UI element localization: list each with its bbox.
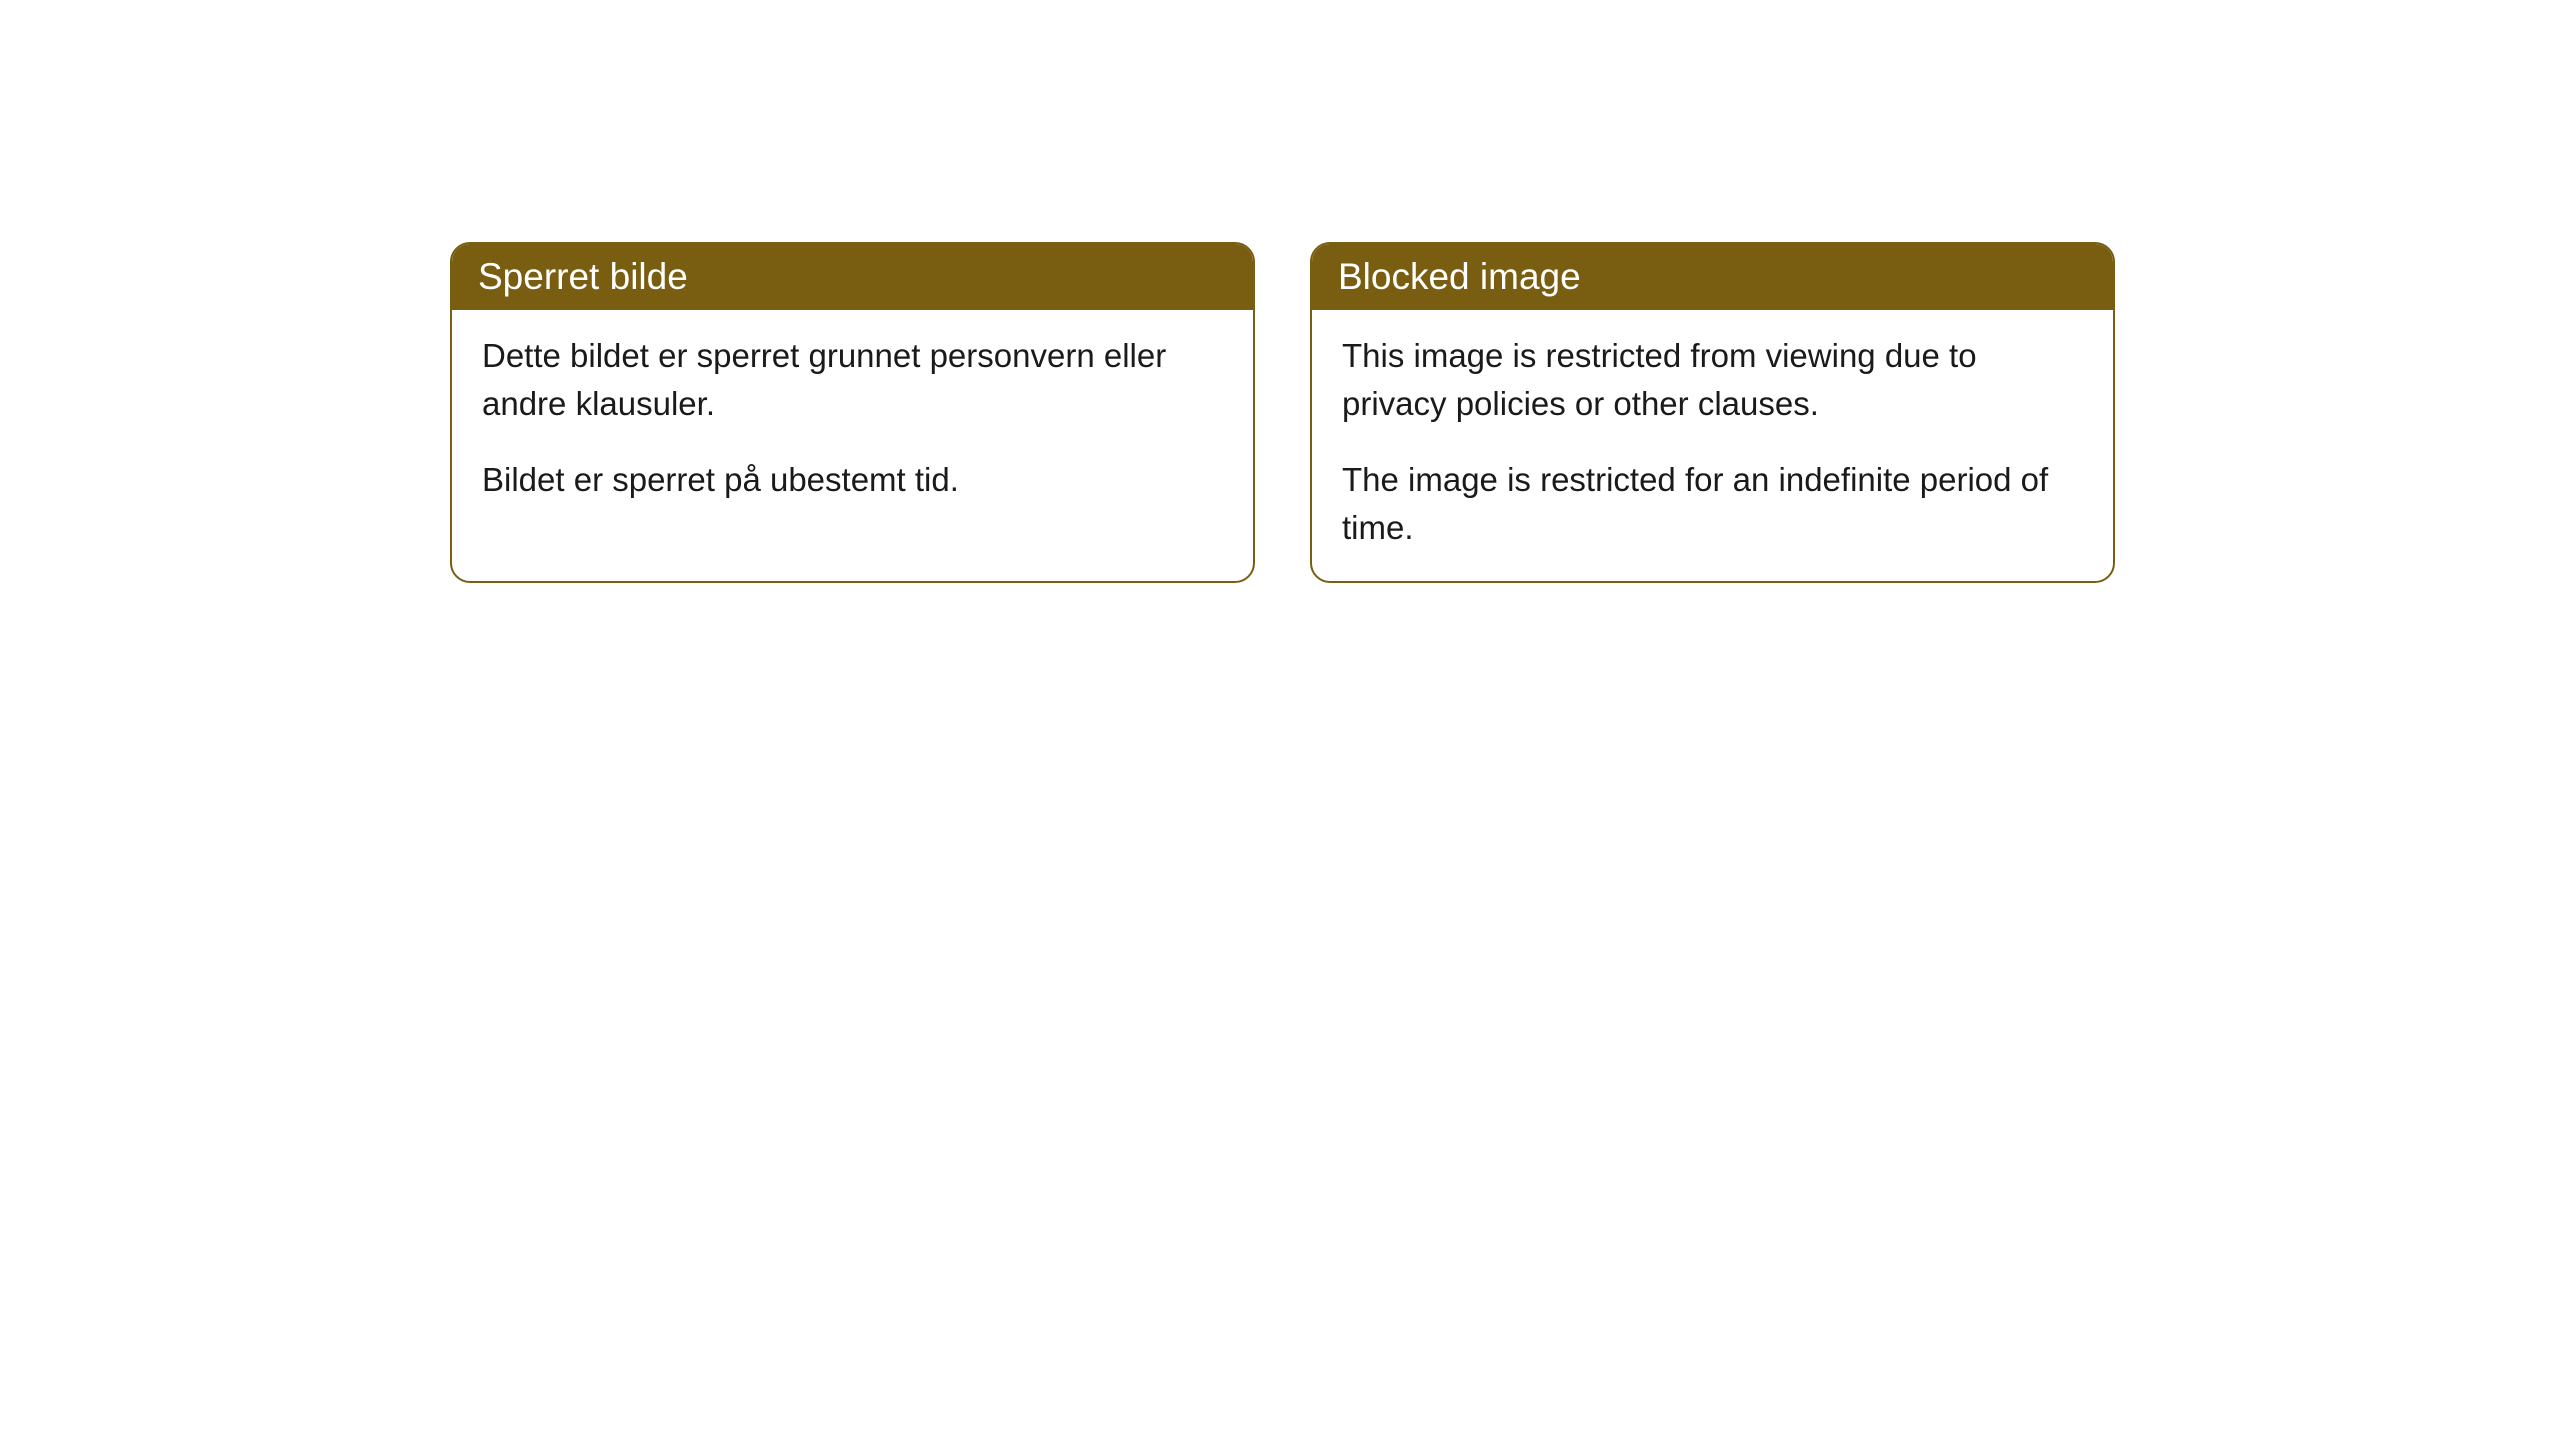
notice-text-primary: Dette bildet er sperret grunnet personve… [482,332,1223,428]
card-header: Sperret bilde [452,244,1253,310]
notice-text-secondary: Bildet er sperret på ubestemt tid. [482,456,1223,504]
blocked-image-card-norwegian: Sperret bilde Dette bildet er sperret gr… [450,242,1255,583]
card-body: Dette bildet er sperret grunnet personve… [452,310,1253,534]
card-title: Blocked image [1338,256,1581,297]
notice-text-primary: This image is restricted from viewing du… [1342,332,2083,428]
card-header: Blocked image [1312,244,2113,310]
blocked-image-card-english: Blocked image This image is restricted f… [1310,242,2115,583]
notice-text-secondary: The image is restricted for an indefinit… [1342,456,2083,552]
card-body: This image is restricted from viewing du… [1312,310,2113,581]
card-title: Sperret bilde [478,256,688,297]
notice-container: Sperret bilde Dette bildet er sperret gr… [0,0,2560,583]
